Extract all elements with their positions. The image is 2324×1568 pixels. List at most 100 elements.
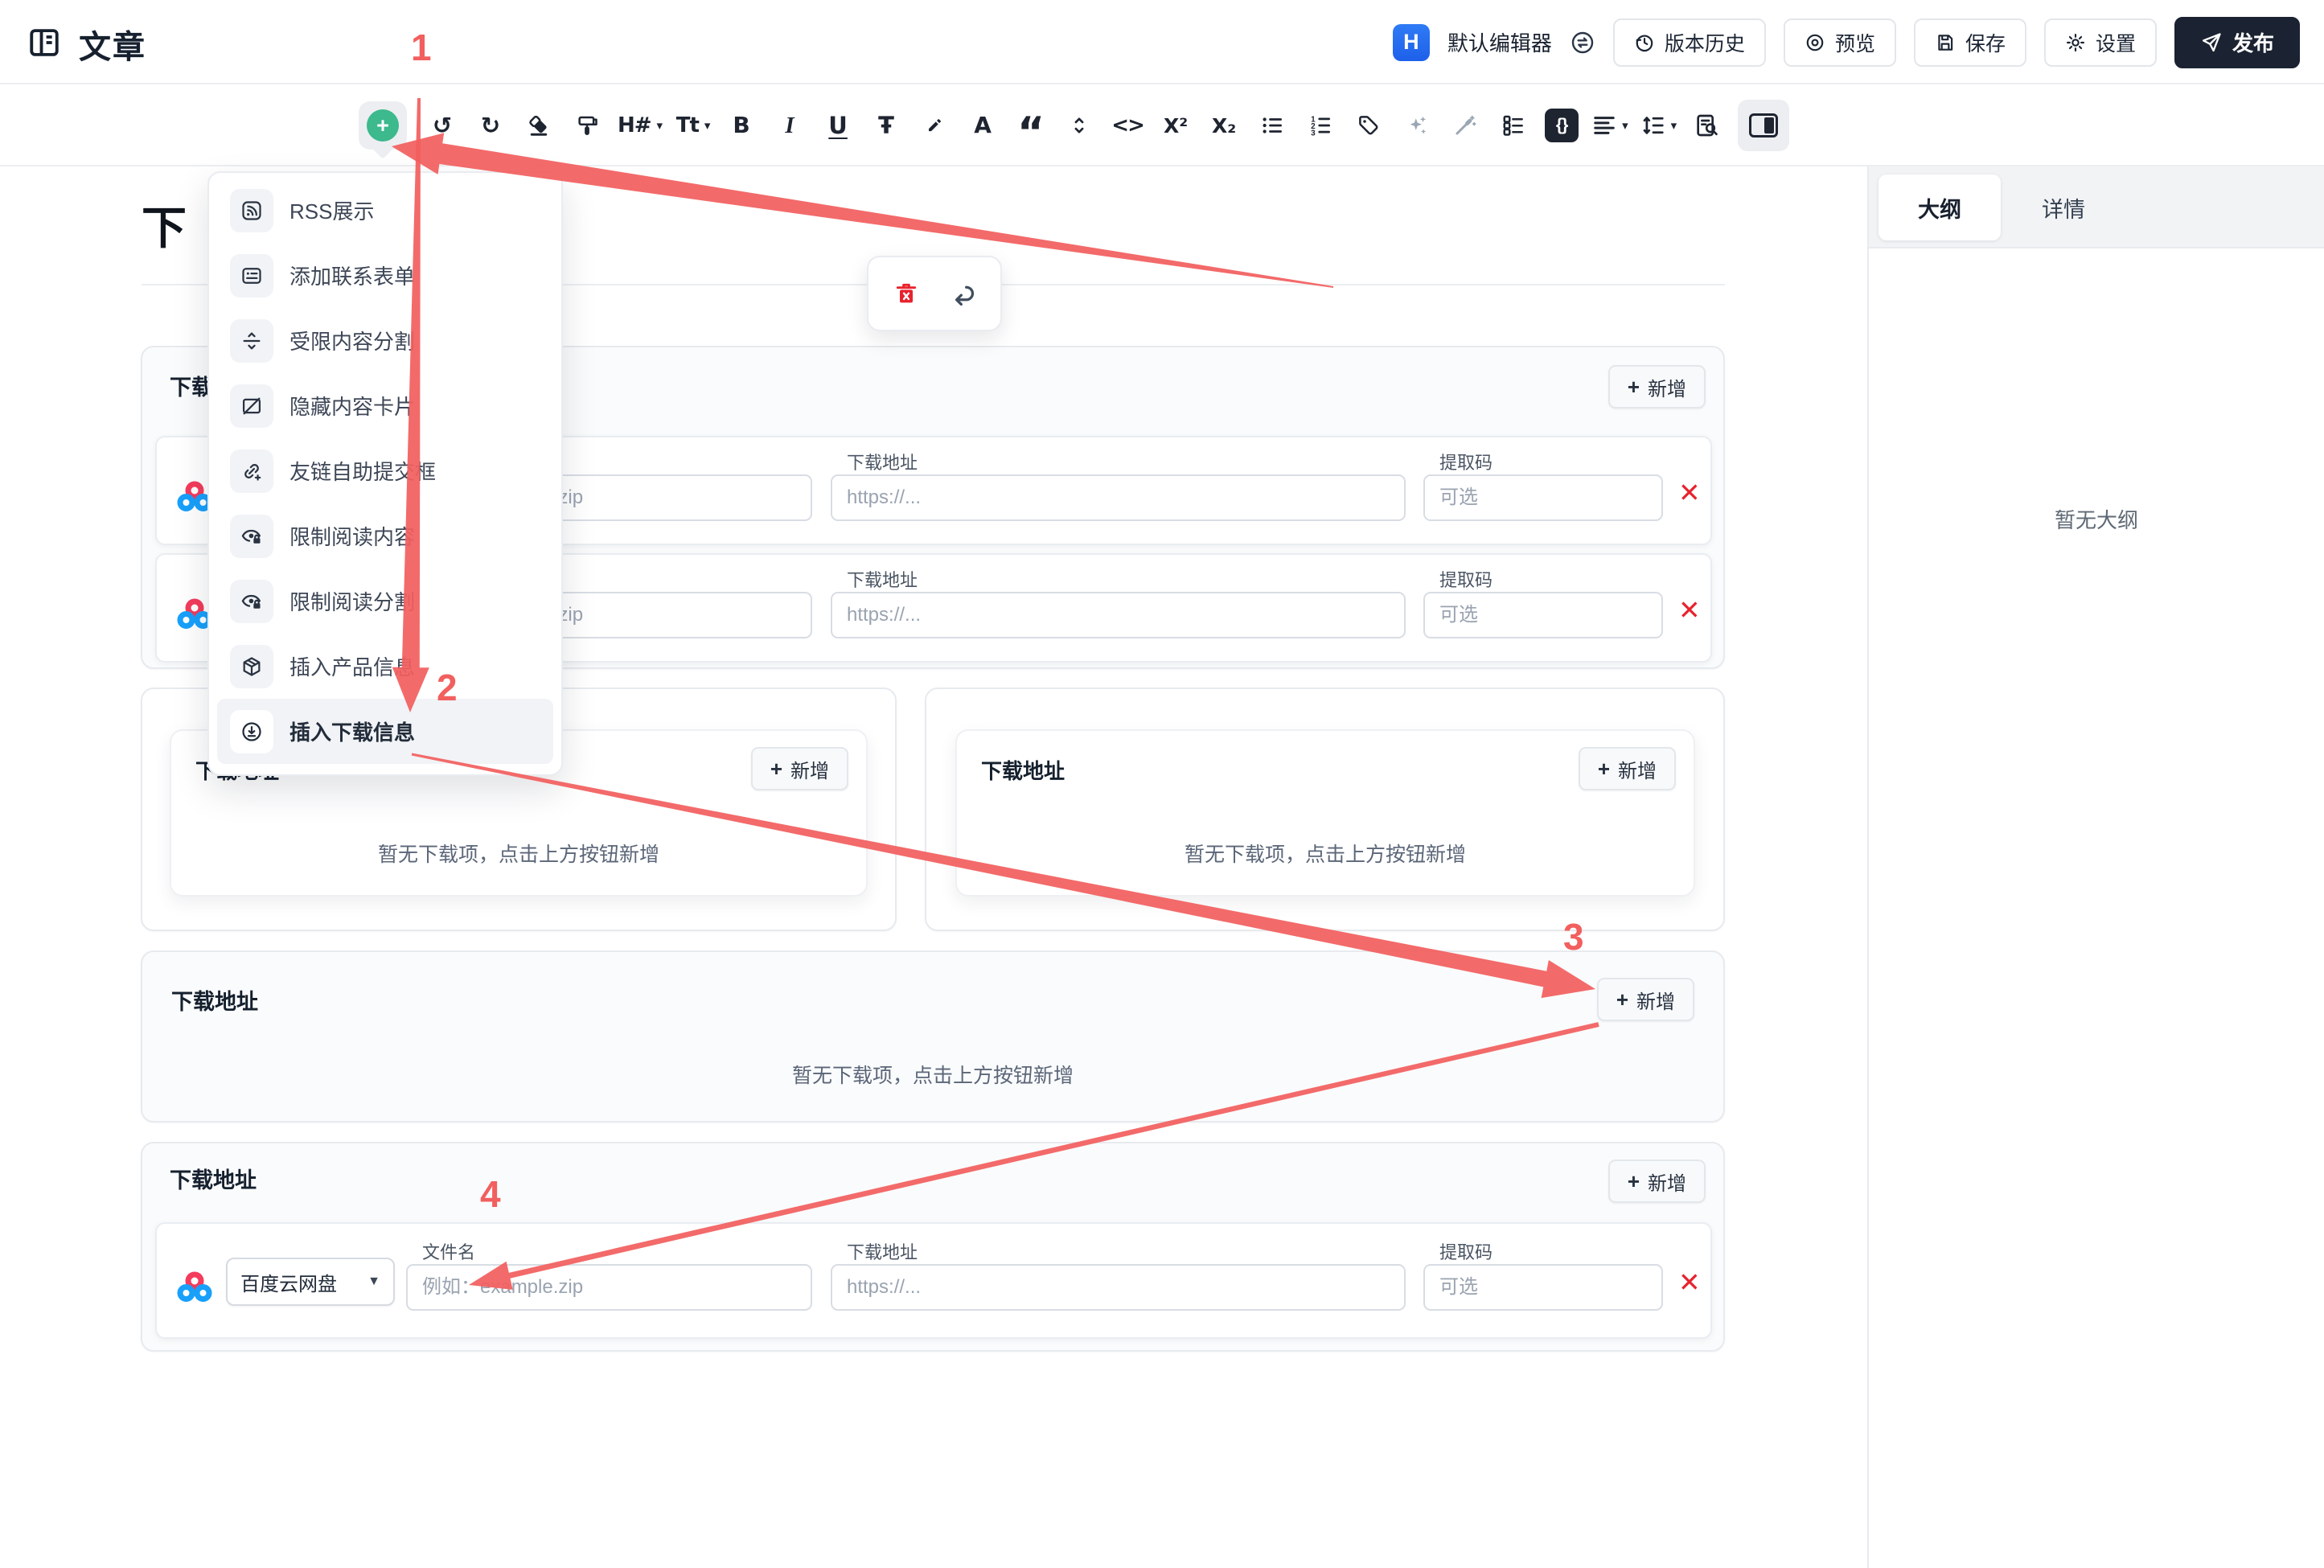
task-list-icon[interactable] (1496, 100, 1531, 151)
underline-icon[interactable]: U (820, 100, 856, 151)
convert-node-button[interactable] (948, 280, 975, 307)
insert-block-button[interactable]: + (359, 101, 407, 159)
code-label: 提取码 (1439, 570, 1493, 590)
menu-item-rss[interactable]: RSS展示 (217, 178, 553, 243)
download-circle-icon (230, 709, 273, 753)
menu-item-product-info[interactable]: 插入产品信息 (217, 634, 553, 699)
settings-button[interactable]: 设置 (2043, 18, 2157, 67)
form-icon (230, 253, 273, 298)
subscript-icon[interactable]: X₂ (1206, 100, 1242, 151)
download-row: 百度云网盘 ▼ 文件名 下载地址 提取码 ✕ (155, 1222, 1712, 1339)
bold-icon[interactable]: B (724, 100, 759, 151)
menu-item-hidden-card[interactable]: 隐藏内容卡片 (217, 373, 553, 438)
code-block-icon[interactable]: {} (1544, 100, 1579, 151)
eraser-icon[interactable] (521, 100, 556, 151)
baidu-pan-icon (176, 1270, 213, 1304)
svg-text:1: 1 (1311, 115, 1316, 124)
blockquote-icon[interactable]: “ (1013, 100, 1049, 154)
undo-icon[interactable]: ↺ (425, 100, 460, 151)
outline-empty-text: 暂无大纲 (2054, 508, 2138, 532)
superscript-icon[interactable]: X² (1158, 100, 1193, 151)
menu-item-contact-form[interactable]: 添加联系表单 (217, 243, 553, 308)
card-title: 下载地址 (171, 990, 258, 1014)
font-color-icon[interactable]: A (965, 100, 1000, 151)
gear-icon (2065, 32, 2086, 53)
delete-row-button[interactable]: ✕ (1678, 594, 1701, 626)
eye-lock-icon (230, 579, 273, 623)
node-floating-toolbar (867, 256, 1002, 331)
preview-icon (1805, 32, 1825, 53)
inline-code-icon[interactable]: <> (1110, 100, 1145, 151)
delete-row-button[interactable]: ✕ (1678, 1266, 1701, 1298)
panel-toggle-button[interactable] (1738, 100, 1790, 151)
menu-item-restricted-content[interactable]: 限制阅读内容 (217, 503, 553, 569)
version-history-button[interactable]: 版本历史 (1612, 18, 1766, 67)
save-button[interactable]: 保存 (1913, 18, 2026, 67)
empty-hint: 暂无下载项，点击上方按钮新增 (377, 844, 659, 866)
redo-icon[interactable]: ↻ (473, 100, 508, 151)
bullet-list-icon[interactable] (1254, 100, 1290, 151)
caret-down-icon: ▾ (1622, 118, 1628, 133)
link-plus-icon (230, 449, 273, 493)
delete-node-button[interactable] (893, 281, 919, 306)
editor-name: 默认编辑器 (1447, 31, 1552, 55)
caret-down-icon: ▾ (1670, 118, 1677, 133)
tab-outline[interactable]: 大纲 (1878, 174, 2001, 240)
add-row-button[interactable]: + 新增 (1596, 978, 1694, 1021)
empty-hint: 暂无下载项，点击上方按钮新增 (791, 1065, 1074, 1087)
code-input[interactable] (1423, 1264, 1663, 1311)
right-sidebar: 大纲 详情 暂无大纲 (1867, 166, 2324, 1568)
code-input[interactable] (1423, 592, 1663, 638)
post-title-text[interactable]: 下 (142, 203, 187, 253)
toolbar-icons: ↺ ↻ H# ▾ (425, 84, 1790, 166)
add-row-button[interactable]: + 新增 (1578, 747, 1676, 790)
rss-icon (230, 188, 273, 232)
panel-right-icon (1749, 113, 1779, 138)
editor-logo-badge: H (1392, 23, 1430, 61)
filename-input[interactable] (406, 1264, 812, 1311)
doc-search-icon[interactable] (1690, 100, 1725, 151)
url-label: 下载地址 (847, 1242, 918, 1262)
line-height-icon[interactable]: ▾ (1641, 100, 1677, 151)
format-paint-icon[interactable] (569, 100, 605, 151)
menu-item-restricted-split[interactable]: 限制阅读分割 (217, 569, 553, 634)
heading-icon[interactable]: H# ▾ (618, 100, 663, 151)
add-row-button[interactable]: + 新增 (1608, 365, 1706, 408)
highlight-pen-icon[interactable] (917, 100, 952, 151)
card-title: 下载地址 (981, 759, 1066, 783)
plus-icon: + (367, 109, 399, 142)
url-input[interactable] (831, 474, 1406, 521)
menu-item-restricted-divider[interactable]: 受限内容分割 (217, 308, 553, 373)
delete-row-button[interactable]: ✕ (1678, 477, 1701, 508)
publish-button[interactable]: 发布 (2174, 16, 2300, 68)
card-title: 下载地址 (170, 1168, 257, 1192)
align-icon[interactable]: ▾ (1592, 100, 1628, 151)
magic-wand-icon[interactable] (1447, 100, 1483, 151)
svg-text:2: 2 (1311, 122, 1316, 131)
menu-pointer-notch (372, 138, 393, 159)
text-style-icon[interactable]: Tt ▾ (675, 100, 711, 151)
preview-button[interactable]: 预览 (1783, 18, 1896, 67)
provider-select[interactable]: 百度云网盘 ▼ (226, 1258, 395, 1306)
empty-hint: 暂无下载项，点击上方按钮新增 (1184, 844, 1466, 866)
italic-icon[interactable]: I (772, 100, 807, 151)
menu-item-friend-link[interactable]: 友链自助提交框 (217, 438, 553, 503)
baidu-pan-icon (176, 480, 213, 514)
add-row-button[interactable]: + 新增 (1608, 1160, 1706, 1203)
add-row-button[interactable]: + 新增 (750, 747, 848, 790)
caret-down-icon: ▾ (704, 118, 711, 133)
caret-down-icon: ▾ (656, 118, 663, 133)
url-input[interactable] (831, 1264, 1406, 1311)
tag-icon[interactable] (1351, 100, 1386, 151)
code-input[interactable] (1423, 474, 1663, 521)
expand-icon[interactable] (1061, 100, 1097, 151)
url-label: 下载地址 (847, 453, 918, 473)
menu-item-insert-download[interactable]: 插入下载信息 (217, 699, 553, 764)
tab-details[interactable]: 详情 (2042, 197, 2085, 222)
url-input[interactable] (831, 592, 1406, 638)
switch-editor-icon[interactable] (1570, 30, 1595, 55)
strikethrough-icon[interactable]: Ŧ (868, 100, 904, 151)
ai-sparkles-icon[interactable] (1399, 100, 1435, 151)
image-off-icon (230, 384, 273, 428)
